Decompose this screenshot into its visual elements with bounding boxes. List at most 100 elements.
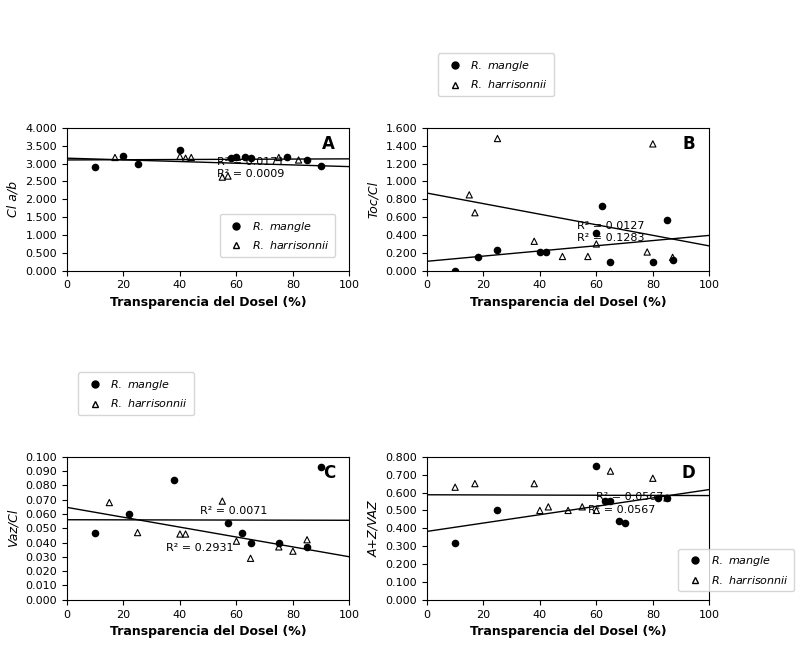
- Point: [661, 493, 674, 503]
- Point: [235, 528, 248, 538]
- Point: [491, 505, 504, 515]
- Point: [300, 535, 313, 545]
- Point: [604, 257, 617, 267]
- Text: B: B: [682, 135, 695, 153]
- Point: [652, 493, 665, 503]
- Text: R² = 0.0009: R² = 0.0009: [216, 168, 284, 179]
- Point: [174, 151, 187, 161]
- Point: [590, 239, 602, 249]
- Text: R² = 0.0171: R² = 0.0171: [216, 157, 284, 167]
- Point: [533, 247, 546, 257]
- Point: [666, 255, 679, 265]
- Point: [576, 502, 589, 512]
- Point: [598, 497, 611, 507]
- Point: [244, 553, 257, 564]
- Point: [646, 473, 659, 483]
- Point: [613, 516, 626, 526]
- Y-axis label: Cl a/b: Cl a/b: [7, 181, 20, 217]
- Point: [300, 155, 313, 165]
- Point: [239, 152, 252, 163]
- Point: [533, 505, 546, 515]
- Point: [315, 462, 328, 472]
- Point: [542, 502, 555, 512]
- Point: [590, 228, 602, 239]
- Point: [539, 247, 552, 257]
- Point: [582, 252, 594, 262]
- Point: [89, 528, 102, 538]
- Point: [244, 537, 257, 548]
- Legend: $R.\ mangle$, $R.\ harrisonnii$: $R.\ mangle$, $R.\ harrisonnii$: [219, 214, 336, 257]
- Point: [131, 159, 144, 170]
- Point: [300, 542, 313, 552]
- Point: [174, 145, 187, 155]
- Y-axis label: Vaz/Cl: Vaz/Cl: [7, 509, 20, 548]
- X-axis label: Transparencia del Dosel (%): Transparencia del Dosel (%): [469, 625, 666, 638]
- Point: [604, 466, 617, 476]
- Text: A: A: [323, 135, 336, 153]
- Point: [528, 236, 541, 246]
- Point: [216, 496, 229, 506]
- Point: [174, 529, 187, 539]
- Point: [471, 252, 484, 263]
- Point: [179, 153, 192, 163]
- Point: [491, 134, 504, 144]
- X-axis label: Transparencia del Dosel (%): Transparencia del Dosel (%): [110, 296, 307, 309]
- Point: [449, 482, 461, 492]
- Point: [604, 497, 617, 507]
- Point: [272, 537, 285, 548]
- Text: R² = 0.0567: R² = 0.0567: [596, 492, 664, 502]
- Point: [556, 252, 569, 262]
- Text: R² = 0.0567: R² = 0.0567: [588, 505, 655, 515]
- Point: [661, 493, 674, 503]
- Point: [618, 518, 631, 528]
- Point: [185, 152, 198, 163]
- Text: C: C: [323, 464, 336, 482]
- Point: [646, 257, 659, 267]
- Point: [272, 542, 285, 552]
- Point: [224, 153, 237, 163]
- Point: [641, 247, 654, 257]
- Point: [315, 161, 328, 172]
- Point: [131, 528, 144, 538]
- Point: [562, 505, 574, 515]
- X-axis label: Transparencia del Dosel (%): Transparencia del Dosel (%): [110, 625, 307, 638]
- Text: R² = 0.0127: R² = 0.0127: [577, 221, 644, 232]
- Point: [117, 151, 130, 161]
- Point: [449, 537, 461, 548]
- Point: [666, 252, 679, 263]
- Y-axis label: Toc/Cl: Toc/Cl: [367, 181, 380, 218]
- Point: [222, 171, 235, 181]
- Text: R² = 0.2931: R² = 0.2931: [166, 543, 233, 553]
- Point: [491, 245, 504, 255]
- X-axis label: Transparencia del Dosel (%): Transparencia del Dosel (%): [469, 296, 666, 309]
- Point: [230, 536, 243, 546]
- Point: [222, 517, 235, 528]
- Legend: $R.\ mangle$, $R.\ harrisonnii$: $R.\ mangle$, $R.\ harrisonnii$: [438, 54, 553, 96]
- Point: [469, 479, 481, 489]
- Point: [103, 497, 116, 508]
- Point: [216, 172, 229, 183]
- Point: [449, 266, 461, 276]
- Point: [287, 546, 300, 557]
- Point: [179, 529, 192, 539]
- Point: [596, 201, 609, 212]
- Legend: $R.\ mangle$, $R.\ harrisonnii$: $R.\ mangle$, $R.\ harrisonnii$: [678, 549, 794, 591]
- Point: [281, 152, 294, 163]
- Point: [272, 152, 285, 163]
- Point: [469, 208, 481, 218]
- Point: [244, 153, 257, 163]
- Point: [109, 152, 122, 163]
- Point: [528, 479, 541, 489]
- Legend: $R.\ mangle$, $R.\ harrisonnii$: $R.\ mangle$, $R.\ harrisonnii$: [78, 372, 194, 415]
- Text: R² = 0.0071: R² = 0.0071: [199, 506, 267, 516]
- Point: [463, 190, 476, 200]
- Point: [646, 139, 659, 149]
- Point: [123, 509, 135, 519]
- Point: [590, 461, 602, 471]
- Point: [230, 152, 243, 163]
- Point: [661, 215, 674, 225]
- Point: [168, 475, 181, 485]
- Point: [590, 505, 602, 515]
- Text: D: D: [682, 464, 695, 482]
- Point: [89, 162, 102, 172]
